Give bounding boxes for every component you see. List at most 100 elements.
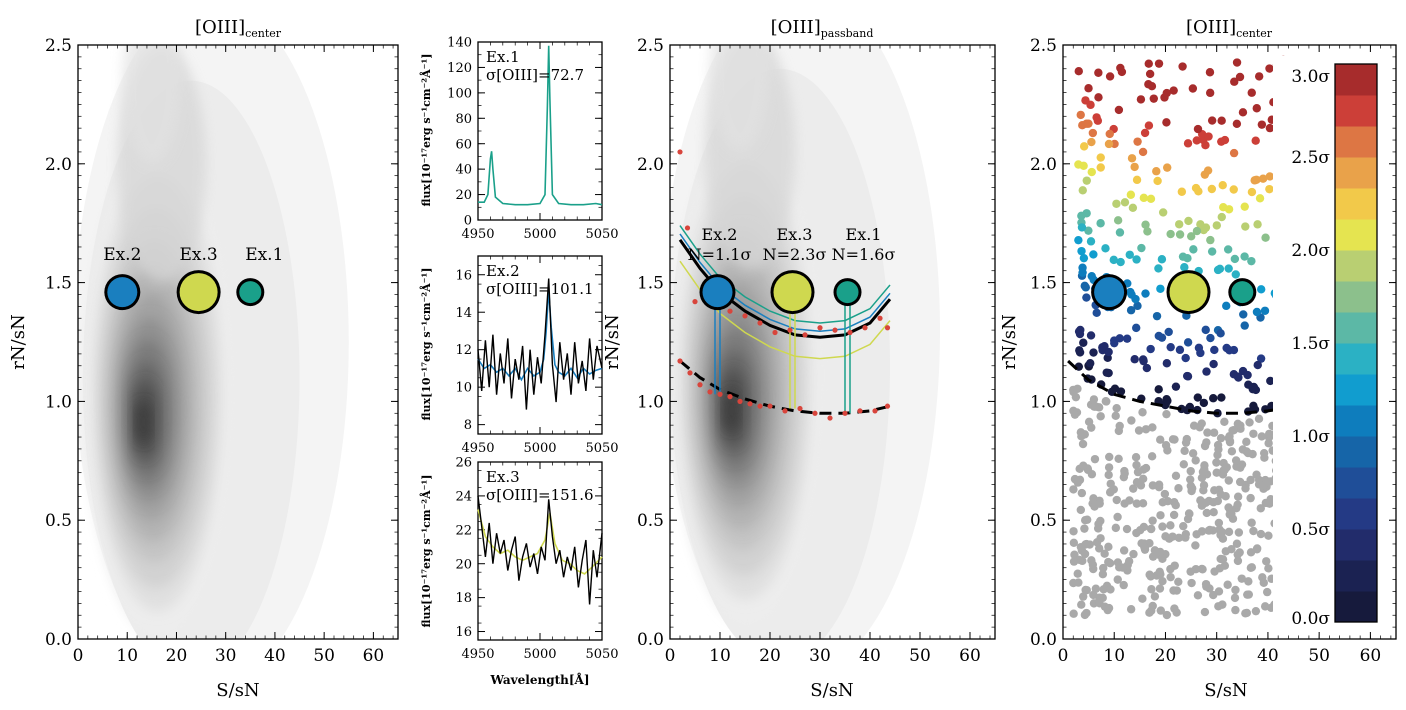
scatter-point-colored xyxy=(1206,235,1215,245)
panel-spectrum-ex2: 4950 5000 5050 8 10 12 14 16 Ex.2 σ[OIII]=101.1… xyxy=(419,255,619,456)
lower-boundary-curve xyxy=(679,359,891,415)
scatter-point-gray xyxy=(1265,499,1274,508)
scatter-point-gray xyxy=(1168,532,1177,541)
scatter-point-colored xyxy=(1144,80,1153,89)
scatter-point-colored xyxy=(1255,194,1265,203)
scatter-point-gray xyxy=(1179,460,1189,469)
scatter-point-colored xyxy=(1266,376,1275,386)
density-levels xyxy=(670,45,940,639)
scatter-point-gray xyxy=(1237,574,1246,583)
red-point xyxy=(677,149,683,155)
y-tick-label: 14 xyxy=(455,306,472,321)
scatter-point-gray xyxy=(1148,516,1157,525)
scatter-point-gray xyxy=(1147,452,1157,461)
scatter-point-colored xyxy=(1087,137,1096,147)
scatter-point-gray xyxy=(1146,524,1156,534)
scatter-point-colored xyxy=(1089,348,1098,357)
scatter-point-colored xyxy=(1116,63,1125,73)
scatter-point-colored xyxy=(1158,208,1168,217)
scatter-point-gray xyxy=(1069,527,1078,536)
scatter-point-gray xyxy=(1169,586,1178,595)
scatter-point-gray xyxy=(1158,577,1167,586)
axes: 0 10 20 30 40 50 60 0.0 0.5 1.0 1.5 2.0 2.5 xyxy=(1030,36,1396,666)
scatter-point-colored xyxy=(1078,268,1087,277)
example-label: Ex.2 xyxy=(702,225,738,244)
scatter-point-colored xyxy=(1107,387,1117,396)
panel-oiii-center-scatter: [OIII]center 0.0σ 0.5σ 1.0σ 1.5σ 2.0σ 2.5σ 3.0… xyxy=(999,17,1397,701)
scatter-point-colored xyxy=(1162,118,1171,127)
scatter-point-colored xyxy=(1141,289,1150,298)
scatter-point-colored xyxy=(1162,359,1172,368)
scatter-point-colored xyxy=(1193,393,1203,402)
scatter-point-colored xyxy=(1229,148,1239,158)
scatter-point-colored xyxy=(1149,94,1158,103)
axes: 0 10 20 30 40 50 60 0.0 0.5 1.0 1.5 2.0 2.5 xyxy=(45,36,398,666)
x-tick-label: 50 xyxy=(313,646,335,666)
scatter-point-colored xyxy=(1113,216,1123,225)
scatter-point-gray xyxy=(1091,584,1101,593)
scatter-point-colored xyxy=(1235,72,1245,82)
example-label: Ex.3 xyxy=(180,245,218,265)
scatter-point-colored xyxy=(1081,283,1090,292)
scatter-point-gray xyxy=(1158,522,1167,531)
scatter-point-gray xyxy=(1218,555,1228,564)
scatter-point-gray xyxy=(1158,498,1167,507)
scatter-point-gray xyxy=(1224,527,1234,537)
scatter-point-colored xyxy=(1087,167,1096,177)
colorbar-segment xyxy=(1335,498,1377,530)
scatter-point-gray xyxy=(1090,402,1099,411)
red-point xyxy=(847,329,853,336)
boundary-curve-line xyxy=(1067,359,1284,415)
red-point xyxy=(717,391,723,397)
scatter-point-gray xyxy=(1082,585,1091,595)
scatter-point-gray xyxy=(1252,544,1262,553)
upper-curve-ex2 xyxy=(679,233,891,333)
scatter-point-gray xyxy=(1106,585,1115,594)
scatter-point-colored xyxy=(1154,264,1163,273)
scatter-point-colored xyxy=(1089,250,1098,259)
scatter-point-gray xyxy=(1126,605,1136,614)
scatter-point-colored xyxy=(1229,185,1238,194)
scatter-point-gray xyxy=(1180,446,1189,456)
example-markers: Ex.2 Ex.3 Ex.1 xyxy=(103,245,283,315)
red-point xyxy=(692,299,698,305)
red-point xyxy=(737,398,743,404)
scatter-point-gray xyxy=(1162,409,1171,419)
scatter-point-gray xyxy=(1266,477,1275,486)
scatter-point-colored xyxy=(1137,243,1146,253)
scatter-point-gray xyxy=(1138,408,1147,417)
example-significance: N=1.6σ xyxy=(832,245,896,264)
x-tick-label: 20 xyxy=(759,646,781,666)
scatter-point-gray xyxy=(1098,570,1108,579)
axes: 4950 5000 5050 16 18 20 22 24 26 xyxy=(455,456,618,662)
scatter-point-gray xyxy=(1200,461,1209,470)
spectrum-series xyxy=(477,495,603,605)
y-tick-label: 22 xyxy=(455,523,472,538)
y-axis-label: flux[10⁻¹⁷erg s⁻¹cm⁻²Å⁻¹] xyxy=(419,268,433,421)
scatter-point-gray xyxy=(1166,521,1175,530)
x-tick-label: 5050 xyxy=(585,227,618,242)
scatter-point-gray xyxy=(1095,499,1104,508)
scatter-point-gray xyxy=(1228,426,1237,435)
scatter-point-gray xyxy=(1264,439,1273,448)
scatter-point-colored xyxy=(1256,285,1266,294)
example-marker xyxy=(179,273,218,312)
scatter-point-gray xyxy=(1145,608,1154,617)
density-level xyxy=(723,388,740,432)
x-axis-label: Wavelength[Å] xyxy=(489,672,589,687)
scatter-point-gray xyxy=(1129,549,1138,559)
scatter-point-colored xyxy=(1210,345,1219,355)
scatter-point-colored xyxy=(1094,93,1103,102)
spectrum-lines xyxy=(477,495,603,605)
scatter-point-gray xyxy=(1259,578,1268,587)
example-marker xyxy=(1231,281,1254,304)
scatter-point-colored xyxy=(1144,59,1153,68)
scatter-point-colored xyxy=(1202,367,1211,376)
scatter-point-colored xyxy=(1104,347,1113,357)
scatter-point-colored xyxy=(1180,263,1189,272)
scatter-point-gray xyxy=(1256,504,1265,513)
y-tick-label: 0.0 xyxy=(45,630,72,650)
scatter-point-gray xyxy=(1193,591,1203,600)
scatter-point-colored xyxy=(1265,172,1275,181)
